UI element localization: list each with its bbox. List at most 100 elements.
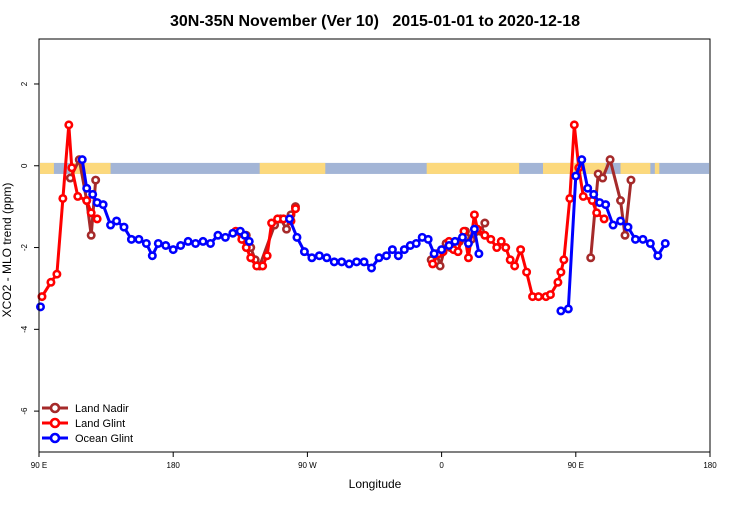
data-point-ocean-glint — [299, 247, 309, 257]
data-point-land-glint — [522, 267, 532, 277]
data-point-ocean-glint — [577, 155, 587, 165]
data-point-land-glint — [559, 255, 569, 265]
data-point-land-glint — [469, 210, 479, 220]
data-point-ocean-glint — [228, 228, 238, 238]
data-point-ocean-glint — [660, 238, 670, 248]
data-point-ocean-glint — [322, 253, 332, 263]
data-point-ocean-glint — [314, 251, 324, 261]
y-tick-label: 2 — [20, 81, 29, 86]
land-band-segment — [40, 162, 54, 174]
data-point-land-glint — [516, 245, 526, 255]
data-point-ocean-glint — [244, 236, 254, 246]
data-point-ocean-glint — [601, 200, 611, 210]
y-tick-label: -6 — [20, 407, 29, 415]
data-point-land-glint — [505, 255, 515, 265]
data-point-ocean-glint — [240, 230, 250, 240]
data-point-land-glint — [64, 120, 74, 130]
land-band-segment — [259, 162, 326, 174]
plot-frame — [38, 38, 711, 453]
data-point-land-nadir — [435, 261, 445, 271]
y-axis: 2 0 -2 -4 -6 — [20, 81, 39, 415]
data-point-ocean-glint — [638, 234, 648, 244]
y-tick-label: 0 — [20, 163, 29, 168]
data-point-land-glint — [37, 292, 47, 302]
data-point-ocean-glint — [161, 241, 171, 251]
land-ocean-band — [40, 162, 709, 174]
data-point-ocean-glint — [329, 257, 339, 267]
data-point-land-nadir — [86, 230, 96, 240]
x-axis: 90 E 180 90 W 0 90 E 180 — [31, 452, 717, 470]
chart-title: 30N-35N November (Ver 10) 2015-01-01 to … — [170, 13, 580, 30]
data-point-land-glint — [592, 208, 602, 218]
data-point-ocean-glint — [307, 253, 317, 263]
data-point-land-glint — [92, 214, 102, 224]
data-point-ocean-glint — [134, 234, 144, 244]
data-point-land-glint — [492, 243, 502, 253]
data-point-land-glint — [67, 163, 77, 173]
data-point-ocean-glint — [616, 216, 626, 226]
x-tick-label: 180 — [703, 461, 717, 470]
data-point-land-glint — [453, 247, 463, 257]
data-point-ocean-glint — [88, 189, 98, 199]
data-point-land-glint — [578, 191, 588, 201]
data-point-ocean-glint — [474, 249, 484, 259]
data-point-ocean-glint — [653, 251, 663, 261]
data-point-ocean-glint — [608, 220, 618, 230]
data-point-ocean-glint — [583, 183, 593, 193]
data-point-land-glint — [556, 267, 566, 277]
land-band-segment — [542, 162, 606, 174]
data-point-ocean-glint — [344, 259, 354, 269]
data-point-land-glint — [262, 251, 272, 261]
data-point-land-glint — [428, 259, 438, 269]
data-point-ocean-glint — [82, 183, 92, 193]
data-point-ocean-glint — [556, 306, 566, 316]
land-band-segment — [426, 162, 520, 174]
legend-item-land-glint: Land Glint — [42, 417, 125, 430]
data-point-ocean-glint — [381, 251, 391, 261]
x-tick-label: 90 E — [31, 461, 47, 470]
data-point-land-glint — [496, 236, 506, 246]
data-point-ocean-glint — [183, 236, 193, 246]
legend-label-land-nadir: Land Nadir — [75, 403, 129, 415]
data-point-ocean-glint — [645, 238, 655, 248]
data-point-land-nadir — [605, 155, 615, 165]
legend-marker-land-glint — [49, 417, 61, 429]
data-point-ocean-glint — [589, 189, 599, 199]
data-point-ocean-glint — [98, 200, 108, 210]
legend-item-ocean-glint: Ocean Glint — [42, 432, 133, 445]
data-point-land-glint — [486, 234, 496, 244]
data-point-land-glint — [46, 277, 56, 287]
data-point-land-nadir — [586, 253, 596, 263]
data-point-ocean-glint — [367, 263, 377, 273]
data-point-ocean-glint — [119, 222, 129, 232]
data-point-ocean-glint — [126, 234, 136, 244]
data-point-land-glint — [599, 214, 609, 224]
data-point-land-nadir — [91, 175, 101, 185]
legend-marker-ocean-glint — [49, 432, 61, 444]
data-point-ocean-glint — [285, 214, 295, 224]
data-point-land-nadir — [598, 173, 608, 183]
legend-marker-land-nadir — [49, 402, 61, 414]
x-tick-label: 0 — [439, 461, 444, 470]
data-point-ocean-glint — [630, 234, 640, 244]
data-point-ocean-glint — [205, 238, 215, 248]
data-point-ocean-glint — [292, 232, 302, 242]
data-point-land-glint — [290, 204, 300, 214]
data-point-land-glint — [565, 193, 575, 203]
series-layer — [35, 120, 670, 316]
y-tick-label: -2 — [20, 243, 29, 251]
series-line-ocean-glint — [560, 158, 667, 313]
data-point-land-nadir — [620, 230, 630, 240]
data-point-land-glint — [73, 191, 83, 201]
data-point-land-glint — [569, 120, 579, 130]
land-band-segment — [70, 162, 111, 174]
data-point-ocean-glint — [153, 238, 163, 248]
data-point-ocean-glint — [423, 234, 433, 244]
data-point-ocean-glint — [563, 304, 573, 314]
data-point-ocean-glint — [176, 241, 186, 251]
legend-item-land-nadir: Land Nadir — [42, 402, 129, 415]
data-point-ocean-glint — [35, 302, 45, 312]
data-point-ocean-glint — [359, 257, 369, 267]
